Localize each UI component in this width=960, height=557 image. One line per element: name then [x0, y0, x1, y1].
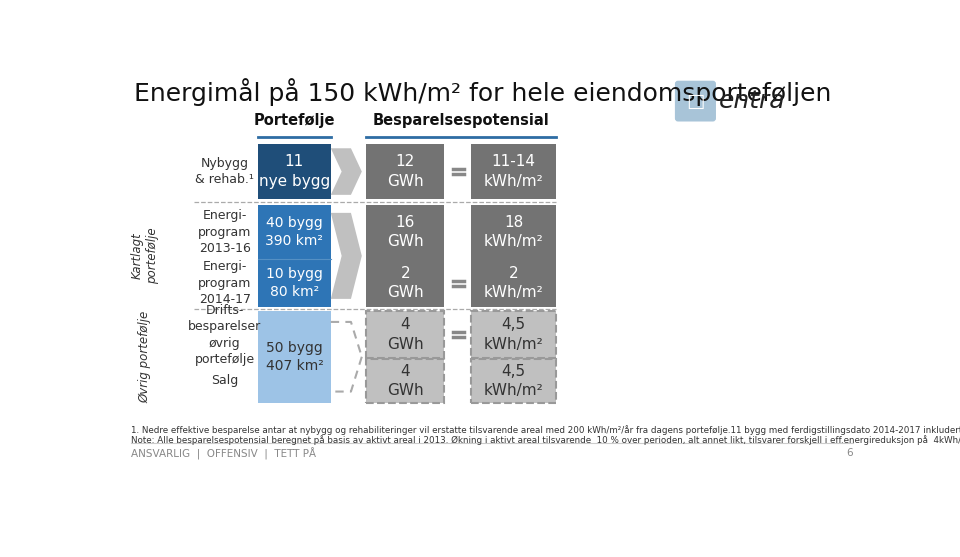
Text: 11
nye bygg: 11 nye bygg: [259, 154, 330, 189]
Text: 12
GWh: 12 GWh: [387, 154, 423, 189]
Text: 4,5
kWh/m²: 4,5 kWh/m²: [484, 364, 543, 398]
Bar: [367, 204, 444, 258]
Bar: [471, 204, 557, 258]
Text: 6: 6: [847, 448, 853, 458]
Text: ANSVARLIG  |  OFFENSIV  |  TETT PÅ: ANSVARLIG | OFFENSIV | TETT PÅ: [131, 448, 316, 461]
Bar: [367, 260, 444, 307]
Text: □: □: [686, 91, 705, 111]
Text: Note: Alle besparelsespotensial beregnet på basis av aktivt areal i 2013. Økning: Note: Alle besparelsespotensial beregnet…: [131, 435, 960, 445]
Bar: [471, 359, 557, 403]
Bar: [471, 311, 557, 358]
Bar: [367, 144, 444, 199]
Text: Besparelsespotensial: Besparelsespotensial: [373, 113, 550, 128]
Bar: [258, 311, 331, 403]
Bar: [367, 311, 444, 358]
Text: Energi-
program
2014-17: Energi- program 2014-17: [198, 260, 252, 306]
Text: Portefølje: Portefølje: [253, 113, 335, 128]
Text: Kartlagt
portefølje: Kartlagt portefølje: [131, 228, 159, 284]
Text: Energimål på 150 kWh/m² for hele eiendomsporteføljen: Energimål på 150 kWh/m² for hele eiendom…: [134, 77, 831, 105]
Bar: [471, 144, 557, 199]
Text: 16
GWh: 16 GWh: [387, 214, 423, 249]
Bar: [258, 204, 331, 307]
Text: Nybygg
& rehab.¹: Nybygg & rehab.¹: [195, 157, 254, 186]
Polygon shape: [331, 148, 362, 195]
Bar: [471, 260, 557, 307]
Text: 4,5
kWh/m²: 4,5 kWh/m²: [484, 317, 543, 351]
Text: 40 bygg
390 km²: 40 bygg 390 km²: [265, 216, 324, 248]
Text: Øvrig portefølje: Øvrig portefølje: [138, 311, 152, 403]
Text: 2
GWh: 2 GWh: [387, 266, 423, 300]
Text: 18
kWh/m²: 18 kWh/m²: [484, 214, 543, 249]
Text: 4
GWh: 4 GWh: [387, 364, 423, 398]
Text: entra: entra: [719, 89, 785, 113]
Text: 4
GWh: 4 GWh: [387, 317, 423, 351]
Text: 1. Nedre effektive besparelse antar at nybygg og rehabiliteringer vil erstatte t: 1. Nedre effektive besparelse antar at n…: [131, 425, 960, 435]
Text: 11-14
kWh/m²: 11-14 kWh/m²: [484, 154, 543, 189]
Text: Drifts-
besparelser
øvrig
portefølje: Drifts- besparelser øvrig portefølje: [188, 304, 261, 366]
Bar: [367, 359, 444, 403]
Text: Salg: Salg: [211, 374, 238, 387]
Text: 10 bygg
80 km²: 10 bygg 80 km²: [266, 267, 323, 299]
Bar: [258, 144, 331, 199]
Text: 50 bygg
407 km²: 50 bygg 407 km²: [266, 341, 324, 373]
Text: 2
kWh/m²: 2 kWh/m²: [484, 266, 543, 300]
Polygon shape: [331, 213, 362, 299]
FancyBboxPatch shape: [675, 81, 716, 121]
Text: Energi-
program
2013-16: Energi- program 2013-16: [198, 209, 252, 255]
